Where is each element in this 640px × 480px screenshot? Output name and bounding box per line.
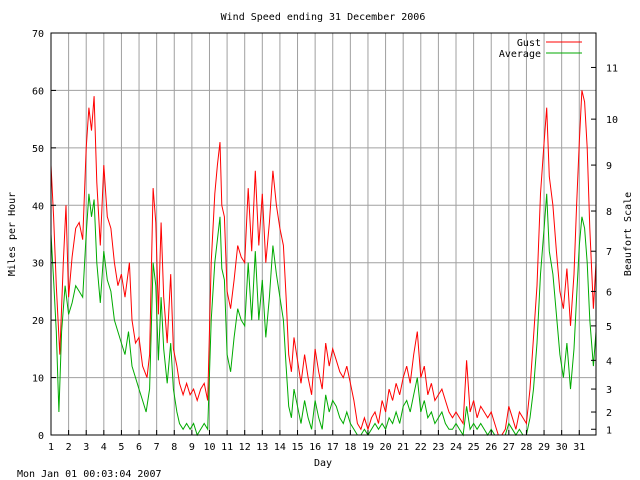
x-tick-label: 31: [573, 442, 585, 453]
x-tick-label: 14: [274, 442, 286, 453]
x-tick-label: 21: [397, 442, 409, 453]
axes: [50, 32, 597, 436]
beaufort-tick-label: 3: [606, 385, 612, 396]
chart-title: Wind Speed ending 31 December 2006: [221, 12, 426, 23]
x-tick-label: 8: [171, 442, 177, 453]
timestamp-footer: Mon Jan 01 00:03:04 2007: [17, 469, 162, 480]
beaufort-tick-label: 11: [606, 63, 618, 74]
legend: Gust Average: [499, 38, 582, 60]
x-tick-label: 28: [520, 442, 532, 453]
x-tick-label: 30: [556, 442, 568, 453]
x-tick-label: 2: [66, 442, 72, 453]
y-tick-label: 30: [32, 259, 44, 270]
legend-label-gust: Gust: [517, 38, 541, 49]
x-tick-label: 7: [154, 442, 160, 453]
x-tick-label: 27: [503, 442, 515, 453]
beaufort-tick-label: 10: [606, 115, 618, 126]
beaufort-tick-label: 8: [606, 207, 612, 218]
x-tick-label: 10: [203, 442, 215, 453]
x-tick-label: 13: [256, 442, 268, 453]
y-tick-label: 20: [32, 316, 44, 327]
beaufort-tick-label: 4: [606, 356, 612, 367]
y-axis-label: Miles per Hour: [7, 192, 18, 276]
plot-border: [50, 32, 597, 436]
x-tick-label: 6: [136, 442, 142, 453]
x-tick-label: 23: [432, 442, 444, 453]
y-tick-label: 0: [38, 431, 44, 442]
series-line-average: [50, 193, 597, 437]
x-tick-label: 11: [221, 442, 233, 453]
x-tick-label: 24: [450, 442, 462, 453]
x-tick-label: 25: [468, 442, 480, 453]
beaufort-tick-label: 9: [606, 161, 612, 172]
beaufort-tick-label: 5: [606, 322, 612, 333]
y-tick-label: 10: [32, 374, 44, 385]
x-tick-label: 17: [327, 442, 339, 453]
x-tick-label: 29: [538, 442, 550, 453]
x-tick-labels: 1 2 3 4 5 6 7 8 9 10 11 12 13 14 15 16 17 18 19 20 21 22 23 24 2…: [48, 442, 585, 453]
x-tick-label: 5: [118, 442, 124, 453]
x-tick-label: 3: [83, 442, 89, 453]
x-tick-label: 9: [189, 442, 195, 453]
beaufort-tick-label: 7: [606, 247, 612, 258]
series-lines: [50, 90, 597, 437]
beaufort-tick-labels: 1 2 3 4 5 6 7 8 9 10 11: [606, 63, 618, 436]
beaufort-tick-label: 1: [606, 425, 612, 436]
y-tick-label: 60: [32, 86, 44, 97]
x-tick-label: 18: [344, 442, 356, 453]
y-tick-labels: 0 10 20 30 40 50 60 70: [32, 29, 44, 442]
beaufort-tick-label: 6: [606, 287, 612, 298]
x-tick-label: 1: [48, 442, 54, 453]
legend-label-average: Average: [499, 49, 541, 60]
y-tick-label: 70: [32, 29, 44, 40]
x-tick-label: 19: [362, 442, 374, 453]
y-tick-label: 50: [32, 144, 44, 155]
x-tick-label: 20: [380, 442, 392, 453]
x-tick-label: 15: [292, 442, 304, 453]
y2-axis-label: Beaufort Scale: [623, 192, 634, 276]
series-line-gust: [50, 90, 597, 436]
x-tick-label: 26: [485, 442, 497, 453]
y-tick-label: 40: [32, 201, 44, 212]
beaufort-tick-label: 2: [606, 408, 612, 419]
x-tick-label: 4: [101, 442, 107, 453]
x-axis-label: Day: [314, 458, 332, 469]
x-tick-label: 12: [239, 442, 251, 453]
x-tick-label: 16: [309, 442, 321, 453]
x-tick-label: 22: [415, 442, 427, 453]
